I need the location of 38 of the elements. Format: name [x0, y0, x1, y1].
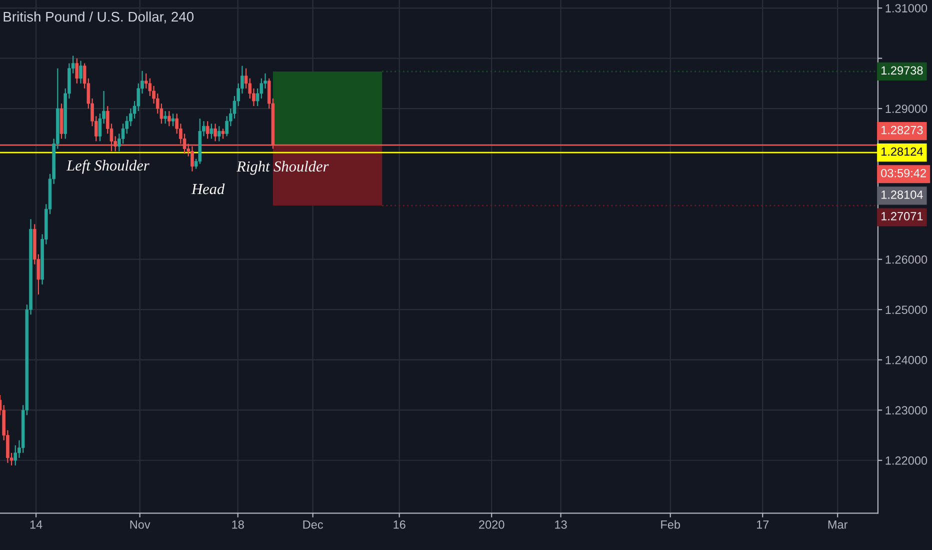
x-tick-label: 13	[555, 520, 567, 529]
ref-line-label: 1.28124	[881, 147, 923, 156]
candlestick	[206, 120, 210, 140]
annotation: Head	[191, 183, 225, 194]
candlestick	[217, 126, 221, 142]
candlestick	[14, 444, 18, 466]
candlestick	[75, 58, 79, 84]
candlestick	[210, 123, 214, 140]
candlestick	[221, 128, 225, 140]
annotation: Right Shoulder	[236, 160, 329, 175]
y-tick-label: 1.23000	[886, 406, 928, 415]
x-tick-label: Dec	[303, 520, 324, 529]
candlestick	[168, 110, 171, 127]
ref-line-label: 1.28273	[881, 126, 923, 134]
text: British Pound / U.S. Dollar, 240	[4, 11, 194, 24]
y-tick-label: 1.25000	[886, 306, 928, 314]
x-tick-label: Feb	[661, 520, 680, 529]
x-tick-label: Mar	[828, 520, 848, 529]
y-tick-label: 1.22000	[886, 456, 928, 465]
candlestick	[79, 60, 82, 84]
y-tick-label: 1.31000	[886, 4, 928, 12]
y-tick-label: 1.29000	[886, 104, 928, 113]
x-tick-label: 17	[756, 520, 769, 529]
x-tick-label: 2020	[479, 520, 504, 529]
text: 03:59:42	[881, 168, 926, 178]
x-tick-label: 18	[232, 520, 244, 529]
band-label: 1.29738	[881, 66, 923, 75]
text: 1.28104	[881, 190, 923, 199]
x-tick-label: 14	[30, 520, 42, 529]
band-label: 1.27071	[881, 212, 923, 220]
candlestick	[164, 110, 167, 124]
candlestick	[171, 113, 175, 127]
y-tick-label: 1.26000	[886, 255, 928, 264]
candlestick	[214, 123, 217, 142]
x-tick-label: 16	[394, 520, 406, 529]
y-tick-label: 1.24000	[886, 356, 928, 364]
x-tick-label: Nov	[130, 520, 150, 529]
annotation: Left Shoulder	[66, 160, 150, 174]
